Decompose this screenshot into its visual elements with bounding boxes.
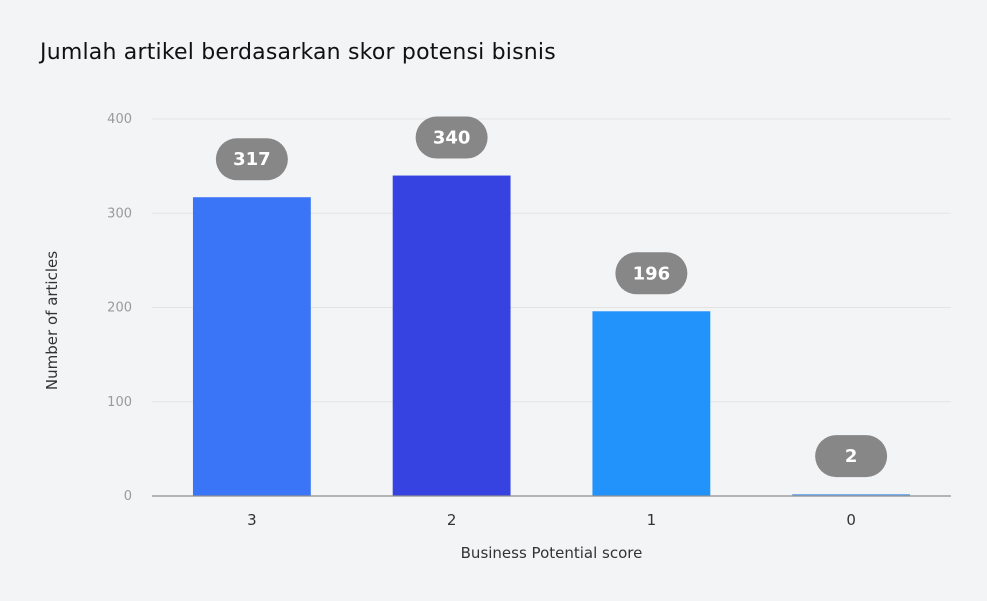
x-tick-label: 0 [846,511,856,529]
x-tick-label: 2 [447,511,457,529]
x-axis-ticks: 3 2 1 0 [247,511,856,529]
bar [792,494,911,496]
chart-title: Jumlah artikel berdasarkan skor potensi … [40,40,556,65]
data-label: 317 [233,149,271,170]
data-label: 196 [633,263,671,284]
data-label-bubble [615,252,688,295]
bar [592,311,711,496]
bars [192,175,911,497]
x-tick-label: 1 [647,511,657,529]
bar [392,175,511,497]
x-tick-label: 3 [247,511,257,529]
bar [192,197,311,497]
y-axis-title: Number of articles [43,251,61,390]
y-tick-label: 0 [124,489,132,504]
y-tick-label: 400 [107,112,132,127]
data-label: 2 [845,446,858,467]
y-tick-label: 300 [107,206,132,221]
data-label-bubble [815,435,888,478]
x-axis-title: Business Potential score [461,544,643,562]
data-label: 340 [433,128,471,149]
y-axis-ticks: 0 100 200 300 400 [107,112,132,504]
y-tick-label: 200 [107,301,132,316]
data-label-bubble [415,116,488,159]
data-label-bubble [215,138,288,181]
data-labels: 317 340 196 2 [215,116,888,478]
y-tick-label: 100 [107,395,132,410]
